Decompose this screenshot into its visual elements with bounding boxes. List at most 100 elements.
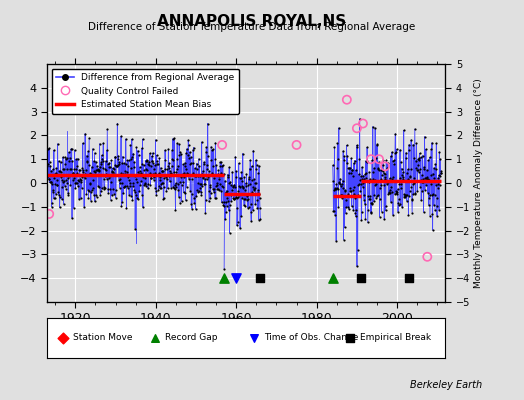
Point [360, 196, 368, 203]
Point [360, 176, 368, 182]
Point [349, 206, 357, 213]
Point [228, 169, 236, 175]
Point [146, 181, 155, 188]
Point [424, 157, 432, 163]
Point [255, 191, 264, 197]
Point [377, 176, 385, 182]
Text: Station Move: Station Move [73, 334, 133, 342]
Point [48, 181, 57, 187]
Point [343, 160, 351, 166]
Text: ANNAPOLIS ROYAL,NS: ANNAPOLIS ROYAL,NS [157, 14, 346, 29]
Point [46, 179, 54, 186]
Point [251, 201, 259, 208]
Point [253, 205, 261, 211]
Point [96, 191, 104, 198]
Point [66, 155, 74, 161]
Point [341, 210, 350, 216]
Point [229, 195, 237, 201]
Point [345, 185, 354, 191]
Point [180, 163, 189, 169]
Point [67, 146, 75, 152]
Point [152, 152, 161, 158]
Point [89, 158, 97, 164]
Point [155, 170, 163, 177]
Point [184, 170, 192, 177]
Point [95, 140, 104, 147]
Point [217, 170, 225, 176]
Point [195, 188, 203, 194]
Point [155, 183, 163, 189]
Point [355, 116, 364, 122]
Point [114, 152, 122, 159]
Point [178, 182, 186, 188]
Point [195, 163, 203, 170]
Point [169, 136, 177, 142]
Point [204, 174, 213, 180]
Point [361, 201, 369, 207]
Point [175, 141, 183, 147]
Point [59, 166, 68, 172]
Point [69, 170, 77, 176]
Point [417, 172, 425, 178]
Point [365, 169, 373, 175]
Point [226, 178, 234, 185]
Point [114, 162, 122, 168]
Point [231, 183, 239, 190]
Point [161, 147, 169, 153]
Point [334, 156, 342, 162]
Point [166, 178, 174, 184]
Point [221, 178, 229, 184]
Point [330, 144, 339, 150]
Point [405, 147, 413, 153]
Point [148, 158, 156, 164]
Point [167, 170, 175, 176]
Point [339, 148, 347, 154]
Point [437, 168, 445, 174]
Point [383, 181, 391, 187]
Point [50, 175, 58, 182]
Point [185, 161, 194, 167]
Point [104, 164, 113, 170]
Point [62, 186, 70, 192]
Point [248, 189, 256, 196]
Point [178, 171, 187, 177]
Point [160, 184, 168, 190]
Point [145, 161, 153, 168]
Point [193, 180, 202, 186]
Point [350, 184, 358, 190]
Point [188, 191, 196, 198]
Point [391, 150, 399, 156]
Point [381, 175, 389, 182]
Point [369, 198, 378, 204]
Point [343, 96, 351, 103]
Point [202, 197, 210, 203]
Point [71, 180, 80, 186]
Point [357, 216, 366, 223]
Point [414, 157, 423, 163]
Point [354, 246, 362, 253]
Point [163, 166, 171, 172]
Point [113, 163, 121, 169]
Point [164, 146, 172, 152]
Point [147, 175, 155, 181]
Point [172, 166, 181, 172]
Point [353, 144, 362, 150]
Point [67, 166, 75, 172]
Point [225, 164, 233, 170]
Point [147, 175, 156, 182]
Point [359, 120, 367, 127]
Point [154, 186, 162, 193]
Point [348, 186, 357, 193]
Point [75, 166, 84, 173]
Point [367, 156, 375, 162]
Point [183, 170, 191, 176]
Point [78, 185, 86, 191]
Point [412, 165, 420, 172]
Point [243, 197, 251, 203]
Point [117, 133, 125, 139]
Point [157, 164, 165, 171]
Point [424, 176, 432, 182]
Point [213, 181, 221, 188]
Point [90, 192, 98, 198]
Point [59, 335, 67, 341]
